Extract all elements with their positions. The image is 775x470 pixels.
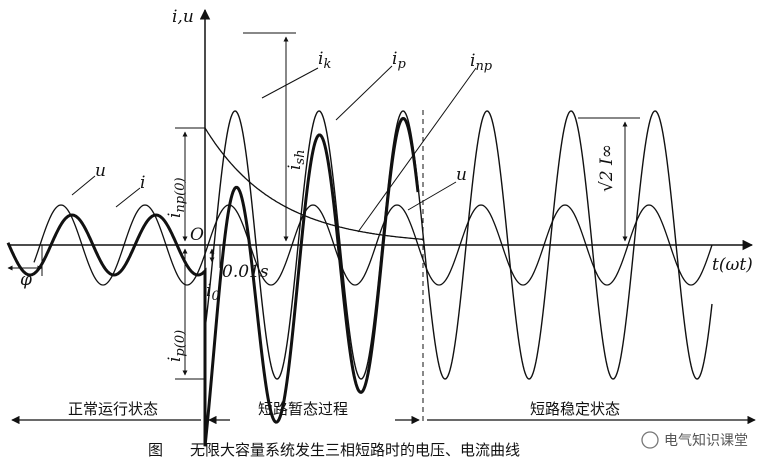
u-left-leader: [71, 175, 96, 196]
watermark-icon: [641, 431, 659, 449]
inp-leader: [357, 67, 477, 233]
watermark-text: 电气知识课堂: [664, 432, 748, 449]
iinf-label: √2 I∞: [597, 144, 617, 192]
ik-label: ik: [318, 49, 331, 72]
inp0-label: inp(0): [165, 177, 188, 218]
origin-label: O: [190, 225, 204, 245]
section-transient: 短路暂态过程: [258, 400, 348, 418]
phi-label: φ: [20, 270, 32, 290]
current-curve: [6, 116, 420, 447]
time-001-label: 0.01s: [222, 262, 269, 282]
aperiodic-component-curve: [204, 127, 423, 240]
u-right-label: u: [456, 165, 467, 185]
periodic-component-curve: [204, 110, 713, 380]
u-right-leader: [407, 181, 457, 211]
i0-label: i0: [206, 281, 220, 304]
voltage-curve: [33, 204, 713, 286]
ik-leader: [261, 67, 319, 99]
caption-text: 无限大容量系统发生三相短路时的电压、电流曲线: [190, 441, 520, 459]
caption-fig: 图: [148, 441, 163, 459]
x-axis-label: t(ωt): [712, 255, 753, 275]
ish-label: ish: [285, 150, 308, 170]
i-left-leader: [115, 187, 141, 208]
inp-label: inp: [470, 51, 493, 74]
section-normal: 正常运行状态: [68, 400, 158, 418]
ip-label: ip: [392, 49, 406, 72]
section-steady: 短路稳定状态: [530, 400, 620, 418]
i-left-label: i: [140, 173, 145, 193]
y-axis-label: i,u: [172, 7, 194, 27]
ip0-label: ip(0): [165, 330, 188, 362]
u-left-label: u: [95, 161, 106, 181]
watermark: 电气知识课堂: [641, 431, 748, 449]
ip-leader: [335, 65, 393, 121]
